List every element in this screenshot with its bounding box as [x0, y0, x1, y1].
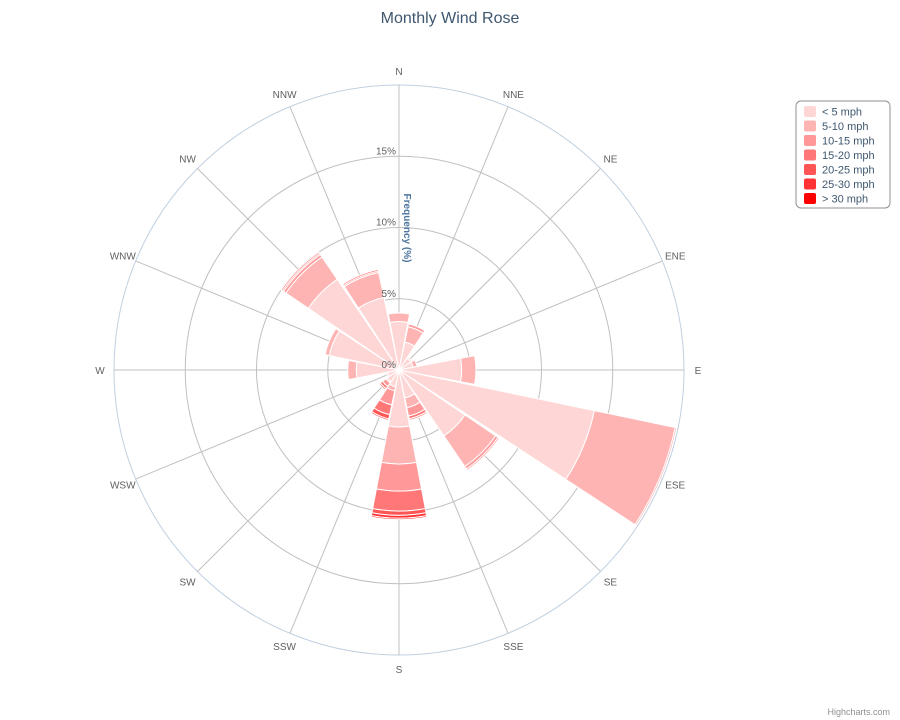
legend-item-label: 10-15 mph — [822, 136, 875, 148]
wind-bar — [465, 436, 500, 471]
direction-label: NE — [603, 155, 617, 166]
y-tick-label: 10% — [376, 218, 396, 229]
wind-bar — [380, 425, 418, 465]
legend-swatch — [804, 120, 816, 132]
y-tick-label: 0% — [382, 360, 397, 371]
legend-item-label: 15-20 mph — [822, 150, 875, 162]
direction-label: N — [395, 67, 402, 78]
axis-labels: N NNE NE ENE E ESE SE SSE S SSW SW WSW W WNW NW NNW 0% 5%… — [95, 67, 701, 676]
wind-bar — [372, 488, 426, 512]
direction-label: SW — [180, 577, 197, 588]
grid-spoke — [398, 168, 601, 371]
wind-bar — [407, 323, 426, 334]
wind-bar — [387, 312, 411, 323]
legend-item-label: 5-10 mph — [822, 121, 868, 133]
wind-bar — [634, 426, 678, 527]
legend-item-label: 20-25 mph — [822, 165, 875, 177]
credits-link[interactable]: Highcharts.com — [827, 707, 890, 717]
wind-bar — [370, 411, 390, 421]
direction-label: NNE — [503, 90, 524, 101]
legend-swatch — [804, 164, 816, 175]
legend-box — [795, 100, 891, 209]
wind-bar — [398, 369, 595, 481]
chart-title: Monthly Wind Rose — [381, 10, 520, 27]
direction-label: NW — [179, 155, 196, 166]
direction-label: SSW — [273, 642, 296, 653]
wind-bar — [347, 359, 358, 381]
legend-swatch — [804, 135, 816, 146]
y-tick-label: 5% — [382, 289, 397, 300]
y-axis-label: Frequency (%) — [401, 194, 412, 263]
legend-item-label: < 5 mph — [822, 107, 862, 119]
wind-bar — [408, 411, 428, 421]
direction-label: S — [396, 665, 403, 676]
wind-bar — [280, 251, 321, 292]
direction-label: SSE — [503, 642, 523, 653]
wind-bar — [460, 355, 477, 385]
direction-label: WSW — [110, 480, 136, 491]
wind-bar — [375, 461, 423, 492]
grid-spoke — [135, 369, 400, 480]
legend-swatch — [804, 149, 816, 161]
legend-swatch — [804, 178, 816, 190]
direction-label: WNW — [110, 252, 137, 263]
wind-bar — [342, 268, 379, 287]
direction-label: ENE — [665, 252, 686, 263]
wind-bar — [324, 327, 341, 357]
direction-label: W — [95, 366, 105, 377]
legend-swatch — [804, 193, 816, 204]
direction-label: SE — [604, 577, 618, 588]
direction-label: ESE — [665, 480, 685, 491]
legend[interactable]: < 5 mph 5-10 mph 10-15 mph 15-20 mph 20-25 m… — [795, 100, 891, 209]
direction-label: E — [695, 366, 702, 377]
wind-bars — [280, 251, 678, 527]
grid-spoke — [398, 260, 663, 371]
direction-label: NNW — [273, 90, 297, 101]
grid-spoke — [197, 369, 400, 572]
legend-item-label: 25-30 mph — [822, 179, 875, 191]
legend-swatch — [804, 106, 816, 117]
wind-bar — [370, 515, 428, 521]
legend-item-label: > 30 mph — [822, 194, 868, 206]
wind-bar — [378, 382, 387, 391]
y-tick-label: 15% — [376, 146, 396, 157]
